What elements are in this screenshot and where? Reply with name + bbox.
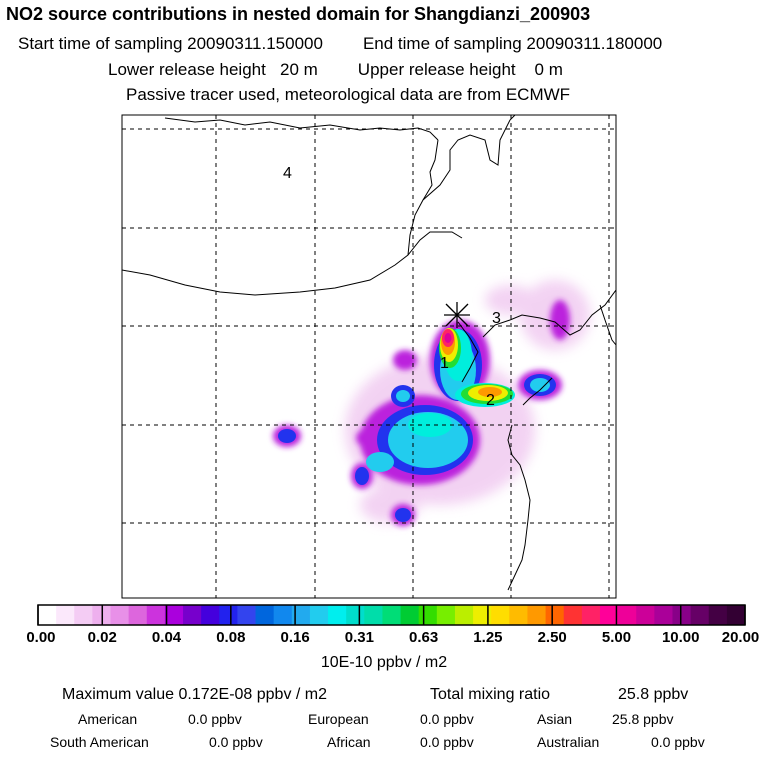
- colorbar-swatch: [726, 605, 746, 625]
- end-time-label: End time of sampling 20090311.180000: [362, 34, 663, 53]
- chart-title: NO2 source contributions in nested domai…: [6, 4, 591, 24]
- colorbar-swatch: [128, 605, 148, 625]
- european-value: 0.0 ppbv: [420, 711, 474, 727]
- colorbar-swatch: [219, 605, 238, 625]
- release-heights: Lower release height 20 m Upper release h…: [108, 60, 768, 80]
- colorbar-swatch: [201, 605, 220, 625]
- colorbar-swatch: [473, 605, 492, 625]
- colorbar-tick-label: 0.00: [26, 629, 56, 646]
- region-label-2: 2: [486, 392, 495, 409]
- colorbar-swatch: [309, 605, 329, 625]
- colorbar-tick-label: 0.02: [87, 629, 117, 646]
- asian-label: Asian: [537, 711, 573, 727]
- colorbar-swatch: [654, 605, 673, 625]
- colorbar: [37, 604, 746, 626]
- colorbar-swatch: [563, 605, 583, 625]
- colorbar-swatch: [237, 605, 256, 625]
- american-value: 0.0 ppbv: [188, 711, 242, 727]
- map-grid: [122, 115, 616, 598]
- colorbar-tick-label: 20.00: [721, 629, 760, 646]
- tracer-note: Passive tracer used, meteorological data…: [126, 85, 571, 104]
- colorbar-swatch: [364, 605, 383, 625]
- map-frame: [121, 114, 617, 599]
- colorbar-swatch: [618, 605, 637, 625]
- colorbar-swatch: [382, 605, 401, 625]
- colorbar-swatch: [291, 605, 311, 625]
- colorbar-swatch: [436, 605, 456, 625]
- colorbar-swatch: [527, 605, 546, 625]
- colorbar-swatch: [328, 605, 347, 625]
- lower-release-label: Lower release height 20 m: [108, 60, 318, 79]
- south-american-value: 0.0 ppbv: [209, 734, 263, 750]
- total-mixing-value: 25.8 ppbv: [618, 686, 689, 703]
- region-label-1: 1: [440, 355, 449, 372]
- australian-label: Australian: [537, 734, 600, 750]
- colorbar-swatch: [255, 605, 275, 625]
- colorbar-swatch: [599, 605, 619, 625]
- colorbar-tick-label: 0.16: [280, 629, 310, 646]
- colorbar-swatch: [491, 605, 510, 625]
- sampling-times: Start time of sampling 20090311.150000 En…: [18, 34, 768, 54]
- start-time-label: Start time of sampling 20090311.150000: [18, 34, 323, 53]
- receptor-star-icon: [444, 302, 470, 328]
- colorbar-tick-label: 0.04: [151, 629, 182, 646]
- colorbar-swatch: [690, 605, 710, 625]
- colorbar-tick-label: 0.08: [216, 629, 246, 646]
- colorbar-tick-label: 0.63: [409, 629, 439, 646]
- american-label: American: [78, 711, 138, 727]
- colorbar-swatch: [146, 605, 166, 625]
- colorbar-tick-label: 0.31: [344, 629, 374, 646]
- colorbar-tick-label: 2.50: [537, 629, 567, 646]
- european-label: European: [308, 711, 369, 727]
- australian-value: 0.0 ppbv: [651, 734, 705, 750]
- colorbar-unit: 10E-10 ppbv / m2: [320, 654, 448, 671]
- colorbar-swatch: [56, 605, 75, 625]
- colorbar-swatch: [74, 605, 93, 625]
- total-mixing-label: Total mixing ratio: [430, 686, 551, 703]
- colorbar-swatch: [581, 605, 601, 625]
- colorbar-swatch: [346, 605, 365, 625]
- african-value: 0.0 ppbv: [420, 734, 474, 750]
- colorbar-swatch: [545, 605, 565, 625]
- colorbar-frame: [37, 604, 746, 626]
- colorbar-swatch: [708, 605, 728, 625]
- asian-value: 25.8 ppbv: [612, 711, 674, 727]
- max-value-label: Maximum value 0.172E-08 ppbv / m2: [62, 686, 328, 703]
- upper-release-label: Upper release height 0 m: [357, 60, 563, 79]
- colorbar-swatch: [273, 605, 293, 625]
- concentration-plume: [273, 280, 590, 526]
- region-label-3: 3: [492, 310, 501, 327]
- colorbar-swatch: [454, 605, 474, 625]
- colorbar-swatch: [38, 605, 57, 625]
- colorbar-swatch: [164, 605, 184, 625]
- colorbar-swatch: [110, 605, 130, 625]
- colorbar-swatch: [509, 605, 528, 625]
- colorbar-tick-label: 1.25: [473, 629, 503, 646]
- colorbar-swatch: [672, 605, 692, 625]
- colorbar-tick-label: 5.00: [601, 629, 632, 646]
- colorbar-swatch: [418, 605, 438, 625]
- map-borders: [122, 115, 616, 591]
- colorbar-swatch: [400, 605, 420, 625]
- colorbar-swatch: [183, 605, 202, 625]
- region-label-4: 4: [283, 165, 292, 182]
- colorbar-tick-label: 10.00: [661, 629, 700, 646]
- south-american-label: South American: [50, 734, 149, 750]
- colorbar-swatch: [636, 605, 655, 625]
- african-label: African: [327, 734, 371, 750]
